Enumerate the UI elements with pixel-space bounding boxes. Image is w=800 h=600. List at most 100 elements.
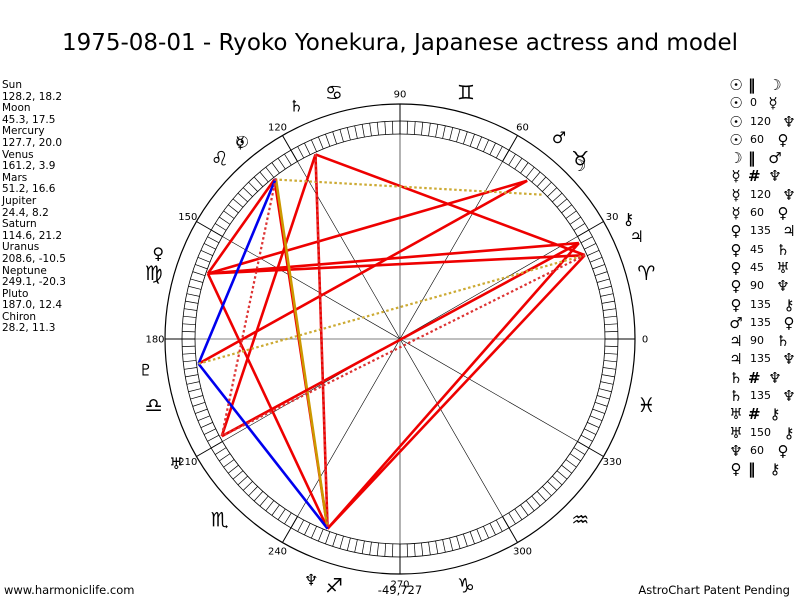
neptune-glyph-icon: ♆: [304, 571, 318, 590]
aspect-planet-b-glyph: ♆: [768, 167, 782, 186]
degree-tick: [227, 464, 239, 474]
mars-glyph-icon: ♂: [552, 128, 566, 147]
aspect-planet-a-glyph: ♃: [729, 350, 743, 369]
degree-tick: [384, 121, 387, 135]
aspect-planet-a-glyph: ☉: [729, 130, 743, 149]
degree-tick: [237, 192, 248, 203]
degree-label: 150: [178, 212, 197, 223]
aspect-angle: 135: [750, 297, 771, 311]
aspect-planet-b-glyph: ⚷: [783, 295, 795, 314]
degree-tick: [428, 541, 431, 555]
degree-tick: [277, 158, 286, 170]
aspect-planet-a-glyph: ♀: [730, 222, 742, 241]
aspect-planet-a-glyph: ♂: [729, 313, 743, 332]
degree-label: 270: [390, 580, 409, 591]
planet-position-saturn: 114.6, 21.2: [2, 229, 63, 242]
aspect-planet-a-glyph: ☽: [729, 149, 743, 168]
degree-tick: [547, 187, 558, 197]
degree-tick: [569, 453, 581, 462]
degree-tick: [556, 470, 568, 480]
degree-tick: [421, 122, 424, 136]
aspect-angle: 120: [750, 114, 771, 128]
aspect-angle: 135: [750, 389, 771, 403]
degree-tick: [525, 500, 535, 512]
degree-tick: [339, 129, 344, 143]
degree-tick: [600, 293, 614, 297]
degree-tick: [469, 134, 475, 147]
degree-tick: [601, 300, 615, 304]
degree-label: 330: [603, 457, 622, 468]
planet-position-chiron: 28.2, 11.3: [2, 322, 56, 335]
aspect-line-saturn-jupiter: [315, 153, 586, 257]
degree-label: 90: [394, 90, 407, 101]
degree-label: 0: [642, 335, 648, 346]
sign-divider: [577, 441, 604, 457]
degree-tick: [495, 146, 503, 159]
sign-divider: [502, 135, 518, 162]
aspect-row: ☉ 0 ☿: [728, 94, 800, 112]
degree-tick: [489, 523, 496, 536]
degree-tick: [542, 486, 552, 497]
degree-tick: [214, 447, 227, 455]
footer-website[interactable]: www.harmoniclife.com: [4, 583, 135, 597]
degree-tick: [561, 204, 573, 214]
degree-tick: [463, 533, 468, 547]
aspect-planet-a-glyph: ♀: [730, 295, 742, 314]
uranus-glyph-icon: ♅: [169, 454, 183, 473]
aspect-planet-a-glyph: ♀: [730, 277, 742, 296]
sign-aries-icon: ♈: [637, 261, 655, 285]
aspect-planet-b-glyph: ♆: [782, 350, 796, 369]
degree-tick: [584, 428, 597, 435]
degree-tick: [569, 216, 581, 225]
planet-name-jupiter: Jupiter: [2, 194, 37, 207]
degree-tick: [318, 528, 324, 542]
sign-libra-icon: ♎: [145, 393, 163, 417]
aspect-line-venus-chiron: [207, 241, 580, 275]
aspect-angle: 135: [750, 315, 771, 329]
planet-position-uranus: 208.6, -10.5: [2, 252, 66, 265]
aspect-line-venus-mars: [207, 179, 528, 275]
degree-tick: [565, 210, 577, 219]
sign-aquarius-icon: ♒: [571, 507, 589, 531]
sign-cancer-icon: ♋: [325, 81, 343, 105]
aspect-row: ♀ 135 ⚷: [728, 296, 800, 314]
degree-tick: [223, 210, 235, 219]
degree-tick: [184, 367, 198, 370]
degree-tick: [190, 395, 204, 400]
degree-label: 120: [268, 122, 287, 133]
aspect-planet-b-glyph: ♆: [782, 387, 796, 406]
aspect-planet-b-glyph: ♆: [776, 277, 790, 296]
degree-tick: [297, 519, 305, 532]
aspect-angle: 120: [750, 187, 771, 201]
degree-tick: [265, 500, 275, 512]
sign-taurus-icon: ♉: [571, 147, 589, 171]
sign-divider: [196, 441, 223, 457]
degree-tick: [594, 402, 608, 407]
degree-tick: [525, 166, 535, 178]
sign-divider: [196, 221, 223, 237]
aspect-line-venus-jupiter: [207, 253, 585, 275]
degree-tick: [413, 543, 416, 557]
degree-tick: [552, 192, 563, 203]
aspect-planet-b-glyph: ⚷: [783, 423, 795, 442]
degree-label: 210: [178, 457, 197, 468]
degree-tick: [182, 352, 196, 355]
aspect-angle: 45: [750, 260, 764, 274]
aspect-angle: #: [748, 368, 761, 387]
aspect-line-mars-pluto: [197, 179, 528, 365]
aspect-planet-a-glyph: ☿: [731, 185, 741, 204]
aspect-row: ♂ 135 ♀: [728, 314, 800, 332]
sign-divider: [282, 135, 298, 162]
degree-tick: [483, 526, 489, 539]
aspect-angle: 90: [750, 279, 764, 293]
degree-tick: [592, 408, 605, 414]
aspect-planet-b-glyph: ⚷: [769, 405, 781, 424]
degree-tick: [589, 257, 603, 263]
degree-tick: [232, 198, 244, 208]
aspect-line-pluto-neptune: [197, 362, 329, 530]
aspect-planet-a-glyph: ♄: [729, 387, 743, 406]
aspect-line-saturn-neptune: [314, 154, 329, 529]
degree-tick: [384, 543, 387, 557]
aspect-planet-b-glyph: ☿: [768, 94, 778, 113]
degree-tick: [332, 533, 337, 547]
